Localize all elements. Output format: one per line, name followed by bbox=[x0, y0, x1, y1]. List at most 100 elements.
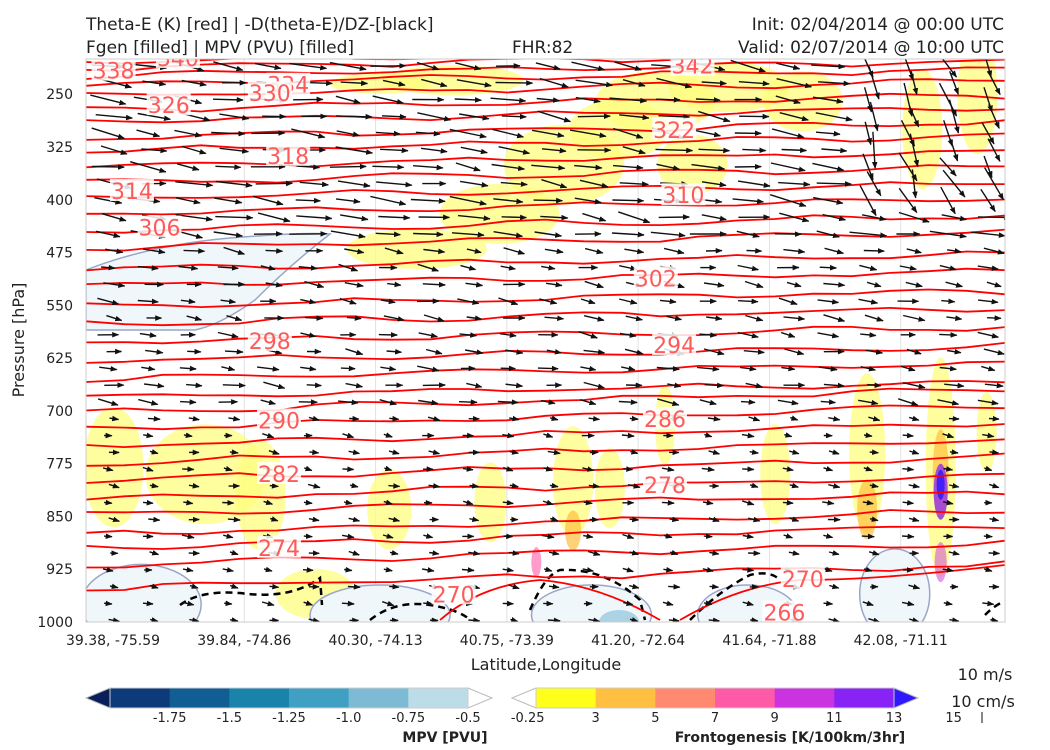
wind-vector bbox=[658, 114, 691, 120]
wind-vector bbox=[782, 466, 794, 472]
wind-vector bbox=[659, 298, 677, 305]
wind-vector bbox=[696, 366, 720, 372]
wind-vector bbox=[943, 600, 953, 606]
wind-vector bbox=[189, 583, 199, 589]
wind-vector bbox=[583, 315, 605, 322]
wind-vector bbox=[864, 314, 884, 322]
wind-vector bbox=[219, 147, 250, 154]
wind-vector bbox=[97, 297, 120, 306]
wind-vector bbox=[384, 247, 404, 255]
wind-vector bbox=[499, 332, 517, 338]
wind-vector bbox=[742, 600, 754, 607]
wind-vector bbox=[988, 550, 1001, 556]
colorbar-extend bbox=[893, 687, 920, 709]
wind-vector bbox=[339, 214, 369, 222]
wind-vector bbox=[180, 399, 197, 405]
x-tick-label: 41.64, -71.88 bbox=[722, 633, 816, 649]
wind-vector bbox=[699, 332, 718, 338]
label-background bbox=[633, 266, 678, 289]
wind-vector bbox=[336, 113, 373, 120]
wind-vector bbox=[141, 365, 156, 372]
wind-vector bbox=[740, 365, 757, 372]
wind-vector bbox=[457, 214, 491, 221]
wind-vector bbox=[226, 315, 243, 322]
wind-vector bbox=[789, 482, 799, 489]
wind-vector bbox=[738, 298, 759, 305]
y-tick-label: 325 bbox=[46, 140, 73, 156]
wind-vector bbox=[745, 314, 764, 322]
wind-vector bbox=[541, 147, 567, 154]
wind-vector bbox=[90, 94, 127, 106]
wind-vector bbox=[908, 483, 920, 489]
wind-vector bbox=[289, 62, 328, 71]
wind-vector bbox=[816, 181, 852, 187]
colorbar-swatch bbox=[834, 688, 895, 708]
wind-vector bbox=[188, 415, 200, 422]
wind-vector bbox=[903, 82, 914, 117]
contour-fill bbox=[474, 462, 507, 543]
wind-vector bbox=[742, 147, 767, 154]
wind-vector bbox=[783, 248, 806, 255]
wind-vector bbox=[229, 549, 239, 556]
wind-vector bbox=[109, 415, 120, 422]
wind-vector bbox=[668, 617, 680, 622]
wind-vector bbox=[543, 466, 554, 472]
wind-vector bbox=[490, 97, 527, 104]
colorbar-frame bbox=[535, 687, 895, 709]
wind-vector bbox=[186, 315, 203, 322]
wind-vector bbox=[983, 566, 993, 573]
wind-vector bbox=[905, 281, 923, 288]
wind-vector bbox=[701, 466, 715, 472]
colorbar-tick-label: 3 bbox=[592, 711, 600, 726]
wind-vector bbox=[909, 415, 920, 422]
wind-vector bbox=[977, 265, 999, 271]
wind-vector bbox=[222, 382, 246, 389]
wind-vector bbox=[861, 214, 887, 222]
wind-vector bbox=[783, 533, 794, 539]
wind-vector bbox=[417, 112, 452, 122]
wind-vector bbox=[212, 97, 244, 103]
x-tick-label: 41.20, -72.64 bbox=[591, 633, 685, 649]
wind-vector bbox=[535, 62, 561, 71]
wind-vector bbox=[144, 382, 165, 389]
wind-vector bbox=[296, 215, 333, 221]
wind-vector bbox=[738, 80, 770, 87]
wind-vector bbox=[491, 163, 526, 171]
wind-vector bbox=[458, 399, 478, 405]
wind-vector bbox=[707, 416, 721, 422]
wind-vector bbox=[468, 617, 481, 622]
theta-e-label: 338 bbox=[93, 60, 135, 85]
wind-vector bbox=[466, 382, 483, 389]
wind-vector bbox=[781, 365, 796, 372]
wind-vector bbox=[929, 230, 967, 239]
wind-vector bbox=[268, 449, 280, 455]
wind-vector bbox=[215, 164, 242, 170]
wind-vector bbox=[898, 211, 930, 223]
wind-vector bbox=[859, 184, 877, 217]
wind-vector bbox=[220, 298, 237, 305]
wind-vector bbox=[897, 398, 919, 406]
wind-vector bbox=[309, 449, 320, 456]
wind-vector bbox=[663, 566, 674, 573]
wind-vector bbox=[622, 79, 646, 87]
wind-vector bbox=[336, 130, 360, 137]
wind-vector bbox=[777, 399, 799, 406]
wind-vector bbox=[780, 331, 796, 338]
contour-fill bbox=[86, 563, 202, 622]
wind-vector bbox=[618, 399, 638, 405]
wind-vector bbox=[346, 315, 362, 321]
wind-vector bbox=[503, 247, 526, 255]
wind-vector bbox=[937, 399, 960, 406]
wind-vector bbox=[858, 298, 879, 305]
wind-vector bbox=[869, 101, 879, 132]
wind-vector bbox=[413, 164, 444, 171]
wind-vector bbox=[980, 188, 996, 213]
theta-e-label: 314 bbox=[111, 180, 153, 205]
wind-vector bbox=[459, 180, 489, 188]
wind-vector bbox=[908, 516, 920, 522]
wind-vector bbox=[108, 617, 121, 622]
wind-vector bbox=[269, 483, 279, 489]
colorbar-extend bbox=[467, 687, 494, 709]
y-tick-label: 550 bbox=[46, 298, 73, 314]
label-background bbox=[256, 461, 301, 484]
